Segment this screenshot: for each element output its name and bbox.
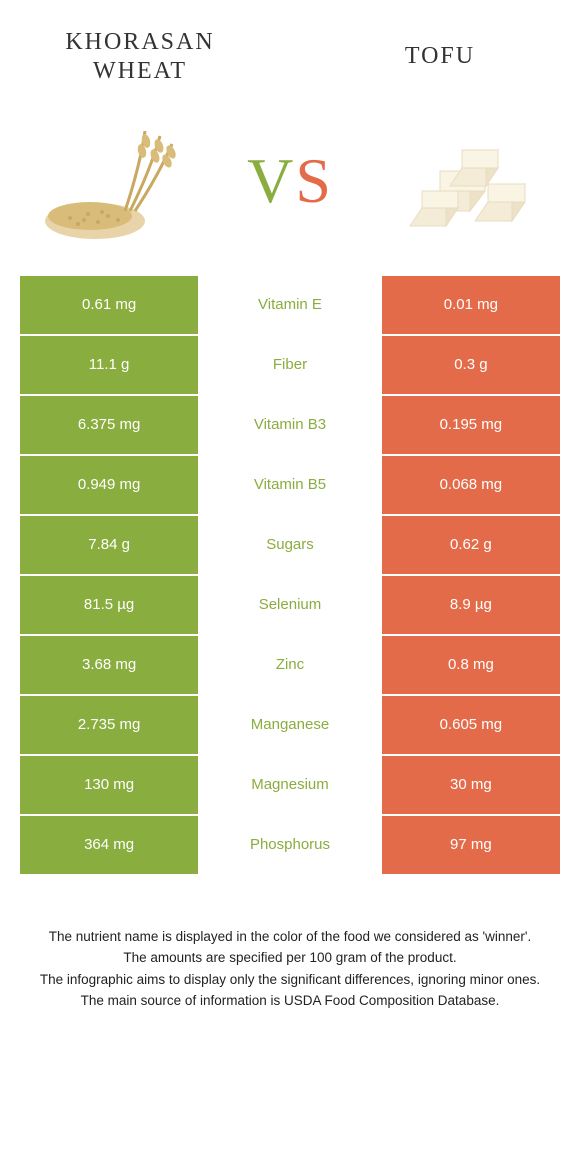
right-value-cell: 0.605 mg: [382, 696, 560, 754]
footer-line-4: The main source of information is USDA F…: [20, 990, 560, 1012]
images-row: VS: [0, 96, 580, 276]
table-row: 0.949 mgVitamin B50.068 mg: [20, 456, 560, 516]
comparison-table: 0.61 mgVitamin E0.01 mg11.1 gFiber0.3 g6…: [20, 276, 560, 876]
left-food-image: [40, 116, 190, 246]
left-value-cell: 364 mg: [20, 816, 198, 874]
left-value-cell: 130 mg: [20, 756, 198, 814]
right-value-cell: 0.62 g: [382, 516, 560, 574]
tofu-icon: [390, 116, 540, 246]
nutrient-name-cell: Sugars: [198, 516, 382, 574]
nutrient-name-cell: Zinc: [198, 636, 382, 694]
left-value-cell: 0.949 mg: [20, 456, 198, 514]
left-value-cell: 81.5 µg: [20, 576, 198, 634]
right-value-cell: 0.3 g: [382, 336, 560, 394]
nutrient-name-cell: Vitamin E: [198, 276, 382, 334]
table-row: 2.735 mgManganese0.605 mg: [20, 696, 560, 756]
table-row: 364 mgPhosphorus97 mg: [20, 816, 560, 876]
header-right: TOFU: [340, 28, 540, 86]
nutrient-name-cell: Manganese: [198, 696, 382, 754]
table-row: 6.375 mgVitamin B30.195 mg: [20, 396, 560, 456]
nutrient-name-cell: Vitamin B3: [198, 396, 382, 454]
footer-notes: The nutrient name is displayed in the co…: [0, 876, 580, 1032]
infographic-container: KHORASAN WHEAT TOFU: [0, 0, 580, 1032]
right-value-cell: 0.01 mg: [382, 276, 560, 334]
table-row: 81.5 µgSelenium8.9 µg: [20, 576, 560, 636]
table-row: 0.61 mgVitamin E0.01 mg: [20, 276, 560, 336]
left-value-cell: 7.84 g: [20, 516, 198, 574]
left-value-cell: 11.1 g: [20, 336, 198, 394]
nutrient-name-cell: Selenium: [198, 576, 382, 634]
wheat-icon: [40, 116, 190, 246]
left-value-cell: 2.735 mg: [20, 696, 198, 754]
left-value-cell: 3.68 mg: [20, 636, 198, 694]
vs-label: VS: [247, 144, 333, 218]
left-food-title: KHORASAN WHEAT: [40, 28, 240, 86]
table-row: 130 mgMagnesium30 mg: [20, 756, 560, 816]
table-row: 3.68 mgZinc0.8 mg: [20, 636, 560, 696]
footer-line-1: The nutrient name is displayed in the co…: [20, 926, 560, 948]
right-value-cell: 0.8 mg: [382, 636, 560, 694]
nutrient-name-cell: Vitamin B5: [198, 456, 382, 514]
right-value-cell: 97 mg: [382, 816, 560, 874]
footer-line-2: The amounts are specified per 100 gram o…: [20, 947, 560, 969]
right-value-cell: 0.195 mg: [382, 396, 560, 454]
footer-line-3: The infographic aims to display only the…: [20, 969, 560, 991]
table-row: 7.84 gSugars0.62 g: [20, 516, 560, 576]
nutrient-name-cell: Fiber: [198, 336, 382, 394]
left-value-cell: 0.61 mg: [20, 276, 198, 334]
right-value-cell: 0.068 mg: [382, 456, 560, 514]
nutrient-name-cell: Magnesium: [198, 756, 382, 814]
header-row: KHORASAN WHEAT TOFU: [0, 0, 580, 96]
right-value-cell: 30 mg: [382, 756, 560, 814]
table-row: 11.1 gFiber0.3 g: [20, 336, 560, 396]
vs-v-letter: V: [247, 145, 295, 216]
right-food-title: TOFU: [405, 42, 475, 71]
left-value-cell: 6.375 mg: [20, 396, 198, 454]
right-value-cell: 8.9 µg: [382, 576, 560, 634]
right-food-image: [390, 116, 540, 246]
nutrient-name-cell: Phosphorus: [198, 816, 382, 874]
header-left: KHORASAN WHEAT: [40, 28, 240, 86]
vs-s-letter: S: [295, 145, 333, 216]
